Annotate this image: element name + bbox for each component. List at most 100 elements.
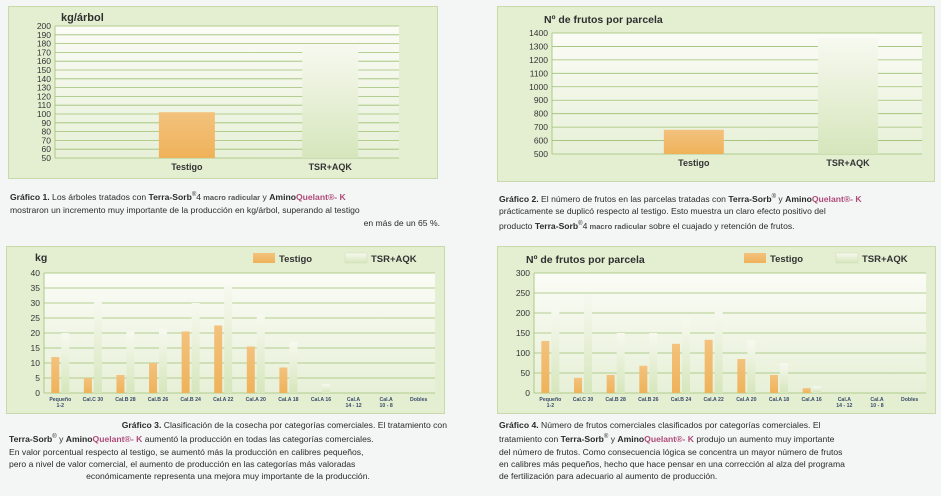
y-tick-label: 1000 [529,82,548,92]
y-tick-label: 60 [42,144,52,154]
y-tick-label: 150 [516,328,530,338]
bar-tsr-aqk [682,318,690,393]
brand-terra-sorb: Terra-Sorb [728,193,772,204]
bar-testigo [704,339,713,393]
caption-2-text: El número de frutos en las parcelas trat… [538,193,729,204]
bar-testigo [83,378,92,393]
legend-label-tsr-aqk: TSR+AQK [371,254,417,265]
y-tick-label: 160 [37,56,51,66]
x-category-label: Testigo [171,162,203,172]
x-category-label: Dobles [410,397,427,403]
x-category-label: Cal.C 30 [573,397,594,403]
caption-2: Gráfico 2. El número de frutos en las pa… [499,191,939,233]
bar-tsr-aqk [649,333,658,393]
x-category-label: Cal.A 18 [278,397,298,403]
y-tick-label: 20 [31,328,41,338]
chart-title: kg/árbol [61,12,104,24]
bar-tsr-aqk [126,331,135,393]
brand-k: ®- K [843,193,862,204]
y-tick-label: 0 [35,388,40,398]
x-category-label-line: Cal.A 18 [769,397,789,403]
chart-4-svg: Nº de frutos por parcela 0 50 100 150 200 250 3… [516,252,926,409]
x-category-label-line: Cal.B 24 [671,397,692,403]
brand-number: 4 [582,220,588,231]
x-category-label: Cal.B 24 [180,397,201,403]
chart-title: Nº de frutos por parcela [544,14,663,26]
x-category-label: Cal.A 10 - 8 [870,397,884,409]
x-category-label-line: Cal.C 30 [83,397,104,403]
x-category-label-line: Cal.C 30 [573,397,594,403]
x-category-label-line: Dobles [901,397,918,403]
bar-tsr-aqk [321,384,330,393]
x-category-label: Cal.A 10 - 8 [379,397,393,409]
x-category-label-line: 1-2 [547,403,555,409]
y-tick-label: 35 [31,283,41,293]
bar-tsr-aqk [224,285,233,393]
x-category-label-line: Cal.A [838,397,852,403]
bar-tsr-aqk [551,309,560,393]
legend-swatch-testigo [253,253,275,263]
bar-tsr-aqk [812,386,821,393]
x-category-label: Cal.A 20 [246,397,266,403]
y-tick-label: 130 [37,83,51,93]
y-tick-label: 170 [37,47,51,57]
y-tick-label: 100 [37,109,51,119]
bar-testigo [116,375,125,393]
x-category-label: Cal.B 26 [148,397,169,403]
caption-3-text: Clasificación de la cosecha por categorí… [161,420,447,430]
bar-tsr-aqk [256,315,265,393]
bar-tsr-aqk [616,333,625,393]
bar-testigo [279,367,288,393]
x-category-label-line: Pequeño [49,397,71,403]
x-category-label: Cal.A 18 [769,397,789,403]
caption-1-label: Gráfico 1. [10,191,50,202]
x-category-label-line: 1-2 [57,403,65,409]
y-tick-label: 5 [35,373,40,383]
x-category-label-line: 10 - 8 [870,403,883,409]
chart-2-svg: Nº de frutos por parcela 500 600 700 800 900 1… [529,14,922,168]
caption-2-label: Gráfico 2. [499,193,539,204]
x-category-label-line: 14 - 12 [836,403,852,409]
bar-testigo [158,112,215,158]
brand-terra-sorb: Terra-Sorb [148,191,192,202]
x-category-label-line: Cal.B 28 [115,397,136,403]
y-tick-label: 80 [42,127,52,137]
x-category-label-line: Pequeño [539,397,561,403]
bar-tsr-aqk [747,340,756,393]
caption-4-line-3: del número de frutos. Como consecuencia … [499,446,843,457]
y-tick-label: 0 [525,388,530,398]
brand-macro: macro radicular [587,221,647,231]
brand-amino: Amino [65,434,93,445]
registered-mark: ® [771,194,777,200]
y-tick-label: 40 [31,268,41,278]
bar-testigo [181,331,190,393]
y-tick-label: 1300 [529,41,548,51]
brand-k: ®- K [676,434,694,445]
x-category-label: Cal.A 22 [213,397,233,403]
y-tick-label: 30 [31,298,41,308]
y-tick-label: 200 [516,308,530,318]
x-category-label: Cal.A 22 [704,397,724,403]
x-category-label-line: 10 - 8 [379,403,392,409]
x-category-label-line: Cal.A 18 [278,397,298,403]
caption-3-line-2: aumentó la producción en todas las categ… [142,434,374,445]
brand-k: ®- K [327,191,346,202]
caption-4-line-5: de fertilización para adecuario al aumen… [499,471,718,482]
brand-amino: Amino [785,193,812,204]
brand-quelant: Quelant [644,434,677,445]
brand-quelant: Quelant [295,191,328,202]
bar-tsr-aqk [714,311,723,393]
x-category-label: Pequeño 1-2 [49,397,71,409]
y-tick-label: 140 [37,74,51,84]
chart-1-svg: kg/árbol50607080901001101201301401501601… [37,12,399,172]
caption-2-line-2: prácticamente se duplicó respecto al tes… [499,206,826,217]
bar-tsr-aqk [780,363,788,393]
bar-testigo [672,343,680,393]
bar-tsr-aqk [818,38,878,154]
y-tick-label: 180 [37,39,51,49]
y-tick-label: 100 [516,348,530,358]
caption-4: Gráfico 4. Número de frutos comerciales … [499,419,939,483]
y-tick-label: 50 [521,368,531,378]
caption-1: Gráfico 1. Los árboles tratados con Terr… [10,189,440,229]
